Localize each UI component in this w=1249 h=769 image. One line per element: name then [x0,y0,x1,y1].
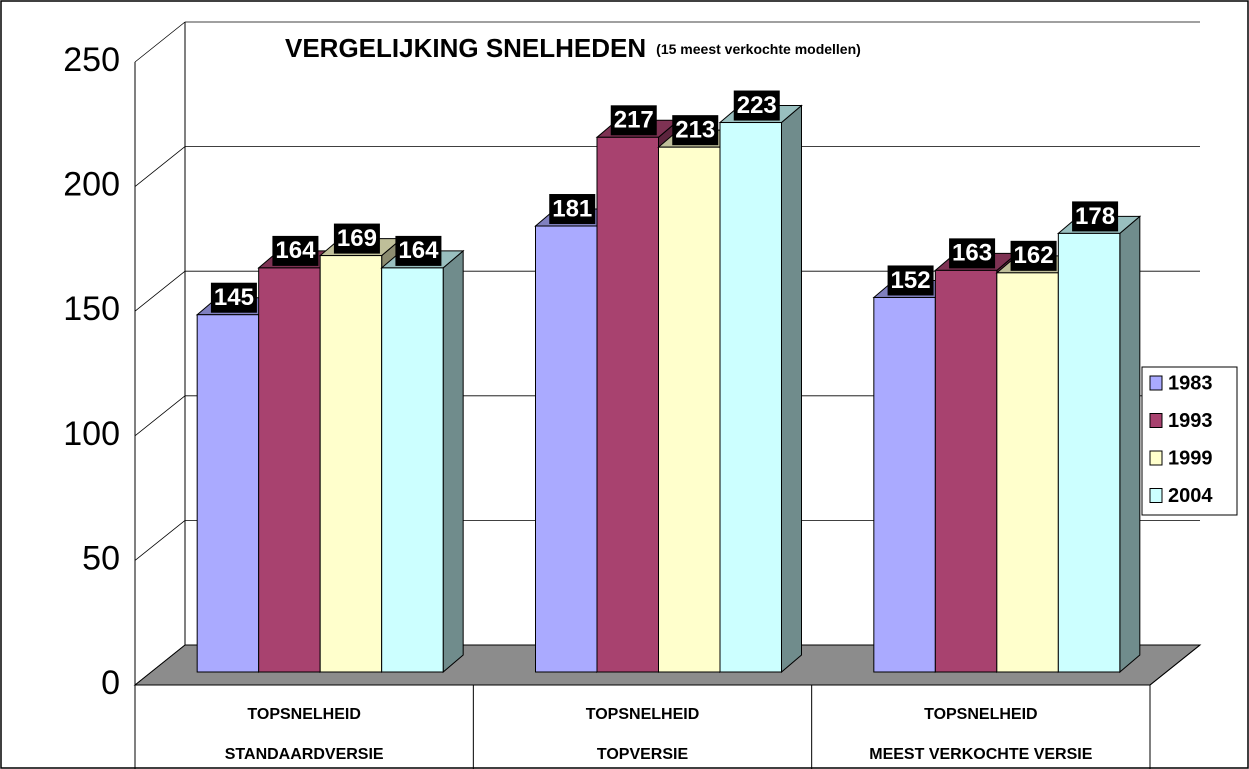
subtitle: (15 meest verkochte modellen) [656,41,861,57]
bar [196,314,260,673]
data-label-box [887,265,934,296]
bar [258,267,321,673]
bar [996,272,1059,673]
bar [873,296,936,673]
data-label-box [1072,201,1119,232]
bar [319,255,383,673]
legend-swatch [1149,375,1163,391]
x-tick-label: MEEST VERKOCHTE VERSIE [869,746,1092,763]
x-tick-label: TOPSNELHEID [586,706,700,723]
data-label: 163 [952,240,992,267]
data-label: 145 [214,284,254,311]
legend-swatch [1149,450,1163,466]
side-grid-line [134,395,186,437]
legend-label: 1983 [1168,372,1213,394]
bar [1057,232,1121,673]
y-tick-label: 250 [63,41,120,79]
y-tick-label: 100 [63,415,120,453]
data-label-box [949,238,996,269]
legend-swatch [1149,413,1163,428]
title: VERGELIJKING SNELHEDEN [285,33,646,63]
data-label-box [672,115,719,146]
legend-swatch [1149,488,1163,503]
data-label: 217 [614,107,654,134]
data-label-box [333,223,380,254]
side-grid-line [134,644,186,686]
bar [658,146,721,673]
side-grid-line [134,270,186,312]
bar [535,225,598,673]
bar-side [781,104,802,674]
y-tick-label: 50 [82,539,120,577]
data-label-box [1010,240,1057,271]
data-label: 162 [1014,242,1054,269]
x-tick-label: TOPVERSIE [597,746,689,763]
legend-label: 1993 [1168,410,1213,432]
data-label: 223 [737,92,777,119]
bar [934,269,998,673]
floor-right-edge [1149,644,1201,686]
side-grid-line [134,146,186,187]
data-label-box [210,282,257,313]
bar-side [442,249,464,674]
bar-side [1119,215,1141,674]
data-label: 178 [1075,203,1115,230]
data-label: 169 [337,225,377,252]
y-tick-label: 0 [101,664,120,702]
legend-label: 2004 [1168,485,1213,507]
y-tick-label: 200 [63,166,120,204]
x-tick-label: TOPSNELHEID [247,706,361,723]
chart-title: VERGELIJKING SNELHEDEN (15 meest verkocht… [285,33,861,63]
data-label-box [610,105,657,136]
side-grid-line [134,21,186,63]
x-tick-label: STANDAARDVERSIE [225,746,384,763]
data-label: 152 [891,267,931,294]
y-tick-label: 150 [63,290,120,328]
legend-label: 1999 [1168,447,1213,469]
bar [719,122,782,673]
data-label-box [733,90,780,121]
data-label-box [272,235,319,266]
data-label-box [549,194,596,225]
data-label: 213 [675,117,715,144]
bar [381,267,444,673]
x-tick-label: TOPSNELHEID [924,706,1038,723]
side-grid-line [134,520,186,561]
data-label: 164 [398,237,439,264]
data-label: 164 [275,237,316,264]
bar [596,136,659,673]
data-label: 181 [552,195,592,222]
data-label-box [395,235,442,266]
